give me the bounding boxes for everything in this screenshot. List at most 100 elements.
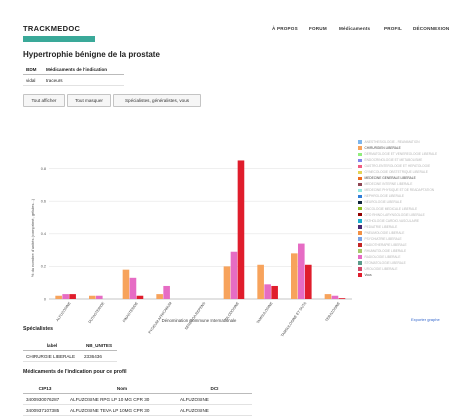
chart-bar[interactable] <box>305 264 312 299</box>
legend-swatch <box>358 255 362 259</box>
legend-item[interactable]: GASTRO-ENTEROLOGIE ET HEPATOLOGIE <box>358 163 437 169</box>
nav-medicaments[interactable]: Médicaments <box>339 26 371 31</box>
nav-forum[interactable]: FORUM <box>309 26 327 31</box>
export-chart-link[interactable]: Exporter graphe <box>411 317 440 322</box>
nav-apropos[interactable]: À PROPOS <box>272 26 298 31</box>
chart-bar[interactable] <box>324 294 332 299</box>
legend-label: PNEUMOLOGIE LIBERALE <box>364 230 405 235</box>
chart-bar[interactable] <box>338 298 346 299</box>
legend-item[interactable]: NEUROLOGIE LIBERALE <box>358 199 437 205</box>
legend-item[interactable]: RHUMATOLOGIE LIBERALE <box>358 248 437 254</box>
legend-swatch <box>358 206 362 211</box>
legend-swatch <box>358 152 362 156</box>
chart-bar[interactable] <box>237 160 245 299</box>
legend-swatch <box>358 200 362 205</box>
legend-item[interactable]: PATHOLOGIE CARDIO-VASCULAIRE <box>358 218 437 224</box>
chart-bar[interactable] <box>223 266 231 299</box>
show-all-button[interactable]: Tout afficher <box>23 94 65 107</box>
col-medicaments: Médicaments de l'indication <box>43 64 124 75</box>
legend-label: NEPHROLOGIE LIBERALE <box>364 194 405 199</box>
y-axis-ticks: 0 0.2 0.4 0.6 0.8 <box>41 167 46 301</box>
legend-swatch <box>358 158 362 163</box>
chart-bar[interactable] <box>271 285 278 299</box>
legend-label: STOMATOLOGIE LIBERALE <box>364 260 406 265</box>
legend-label: RADIOTHERAPIE LIBERALE <box>364 242 407 247</box>
y-tick-label: 0 <box>44 297 46 301</box>
chart-bar[interactable] <box>89 295 96 299</box>
legend-swatch <box>358 261 362 265</box>
specialists-filter-button[interactable]: Spécialistes, généralistes, vous <box>113 94 201 107</box>
legend-item[interactable]: NEPHROLOGIE LIBERALE <box>358 193 437 199</box>
legend-label: ONCOLOGIE MEDICALE LIBERALE <box>364 206 418 211</box>
legend-item[interactable]: ANESTHESIOLOGIE - REANIMATION <box>358 139 437 145</box>
chart-bar[interactable] <box>331 295 339 299</box>
legend-swatch <box>358 219 362 223</box>
legend-label: CHIRURGIEN LIBERALE <box>364 146 401 151</box>
legend-item[interactable]: UROLOGIE LIBERALE <box>358 266 437 272</box>
nav-profil[interactable]: PROFIL <box>384 26 403 31</box>
legend-item[interactable]: STOMATOLOGIE LIBERALE <box>358 260 437 266</box>
app-logo[interactable]: TRACKMEDOC <box>23 24 95 42</box>
legend-item[interactable]: MEDECINE PHYSIQUE ET DE READAPTATION <box>358 187 437 193</box>
legend-item[interactable]: RADIOLOGIE LIBERALE <box>358 254 437 260</box>
medications-table: CIP13 Nom DCI 3400930076287 ALFUZOSINE R… <box>23 383 252 416</box>
legend-swatch <box>358 249 362 253</box>
legend-swatch <box>358 182 362 187</box>
legend-item[interactable]: GYNECOLOGIE OBSTETRIQUE LIBERALE <box>358 169 437 175</box>
chart-bar[interactable] <box>122 269 130 299</box>
legend-label: MEDECINE INTERNE LIBERALE <box>364 182 413 187</box>
col-nom: Nom <box>67 383 177 394</box>
legend-item[interactable]: OTO RHINO LARYNGOLOGIE LIBERALE <box>358 212 437 218</box>
legend-item[interactable]: PNEUMOLOGIE LIBERALE <box>358 230 437 236</box>
chart-bar[interactable] <box>257 264 264 299</box>
chart-bar[interactable] <box>96 295 103 299</box>
chart-bar[interactable] <box>291 253 298 299</box>
legend-item[interactable]: PEDIATRIE LIBERALE <box>358 224 437 230</box>
col-bdm: BDM <box>23 64 43 75</box>
legend-swatch <box>358 188 362 193</box>
col-nb-unites: NB_UNITES <box>81 340 117 351</box>
legend-item[interactable]: PSYCHIATRIE LIBERALE <box>358 236 437 242</box>
specialists-title: Spécialistes <box>23 326 53 332</box>
chart-bar[interactable] <box>55 295 62 299</box>
nav-deconnexion[interactable]: DÉCONNEXION <box>413 26 450 31</box>
logo-text: TRACKMEDOC <box>23 24 81 33</box>
legend-swatch <box>358 225 362 229</box>
legend-swatch <box>358 237 362 241</box>
legend-item[interactable]: RADIOTHERAPIE LIBERALE <box>358 242 437 248</box>
legend-swatch <box>358 243 362 247</box>
chart-bar[interactable] <box>136 295 144 299</box>
chart-bar[interactable] <box>62 294 69 299</box>
chart-bar[interactable] <box>298 243 305 299</box>
legend-item[interactable]: ENDOCRINOLOGIE ET METABOLISME <box>358 157 437 163</box>
legend-label: PEDIATRIE LIBERALE <box>364 224 398 229</box>
chart-bar[interactable] <box>230 251 238 299</box>
legend-label: DERMATOLOGIE ET VENEREOLOGIE LIBERALE <box>364 152 438 157</box>
legend-label: RHUMATOLOGIE LIBERALE <box>364 248 407 253</box>
y-tick-label: 0.4 <box>41 232 46 236</box>
y-tick-label: 0.2 <box>41 265 46 269</box>
legend-item[interactable]: CHIRURGIEN LIBERALE <box>358 145 437 151</box>
chart-bar[interactable] <box>163 285 170 299</box>
medications-title: Médicaments de l'indication pour ce prof… <box>23 369 127 375</box>
chart-bar[interactable] <box>264 284 271 299</box>
legend-item[interactable]: Vous <box>358 272 437 278</box>
chart-bar[interactable] <box>156 294 163 299</box>
legend-item[interactable]: ONCOLOGIE MEDICALE LIBERALE <box>358 206 437 212</box>
chart-bar[interactable] <box>129 277 137 299</box>
legend-item[interactable]: DERMATOLOGIE ET VENEREOLOGIE LIBERALE <box>358 151 437 157</box>
hide-all-button[interactable]: Tout masquer <box>67 94 111 107</box>
legend-item[interactable]: MEDECINE INTERNE LIBERALE <box>358 181 437 187</box>
y-tick-label: 0.8 <box>41 167 46 171</box>
specialists-table: label NB_UNITES CHIRURGIE LIBERALE 23364… <box>23 340 117 362</box>
cell-bdm: vidal <box>23 74 43 86</box>
legend-item[interactable]: MEDECINE GENERALE LIBERALE <box>358 175 437 181</box>
legend-label: OTO RHINO LARYNGOLOGIE LIBERALE <box>364 212 425 217</box>
chart-bar[interactable] <box>69 294 76 299</box>
table-row: 3400930076287 ALFUZOSINE RPG LP 10 MG CP… <box>23 393 252 405</box>
legend-label: ANESTHESIOLOGIE - REANIMATION <box>364 140 420 144</box>
table-row: CHIRURGIE LIBERALE 2336436 <box>23 350 117 362</box>
legend-label: UROLOGIE LIBERALE <box>364 266 398 271</box>
legend-label: GASTRO-ENTEROLOGIE ET HEPATOLOGIE <box>364 164 431 169</box>
